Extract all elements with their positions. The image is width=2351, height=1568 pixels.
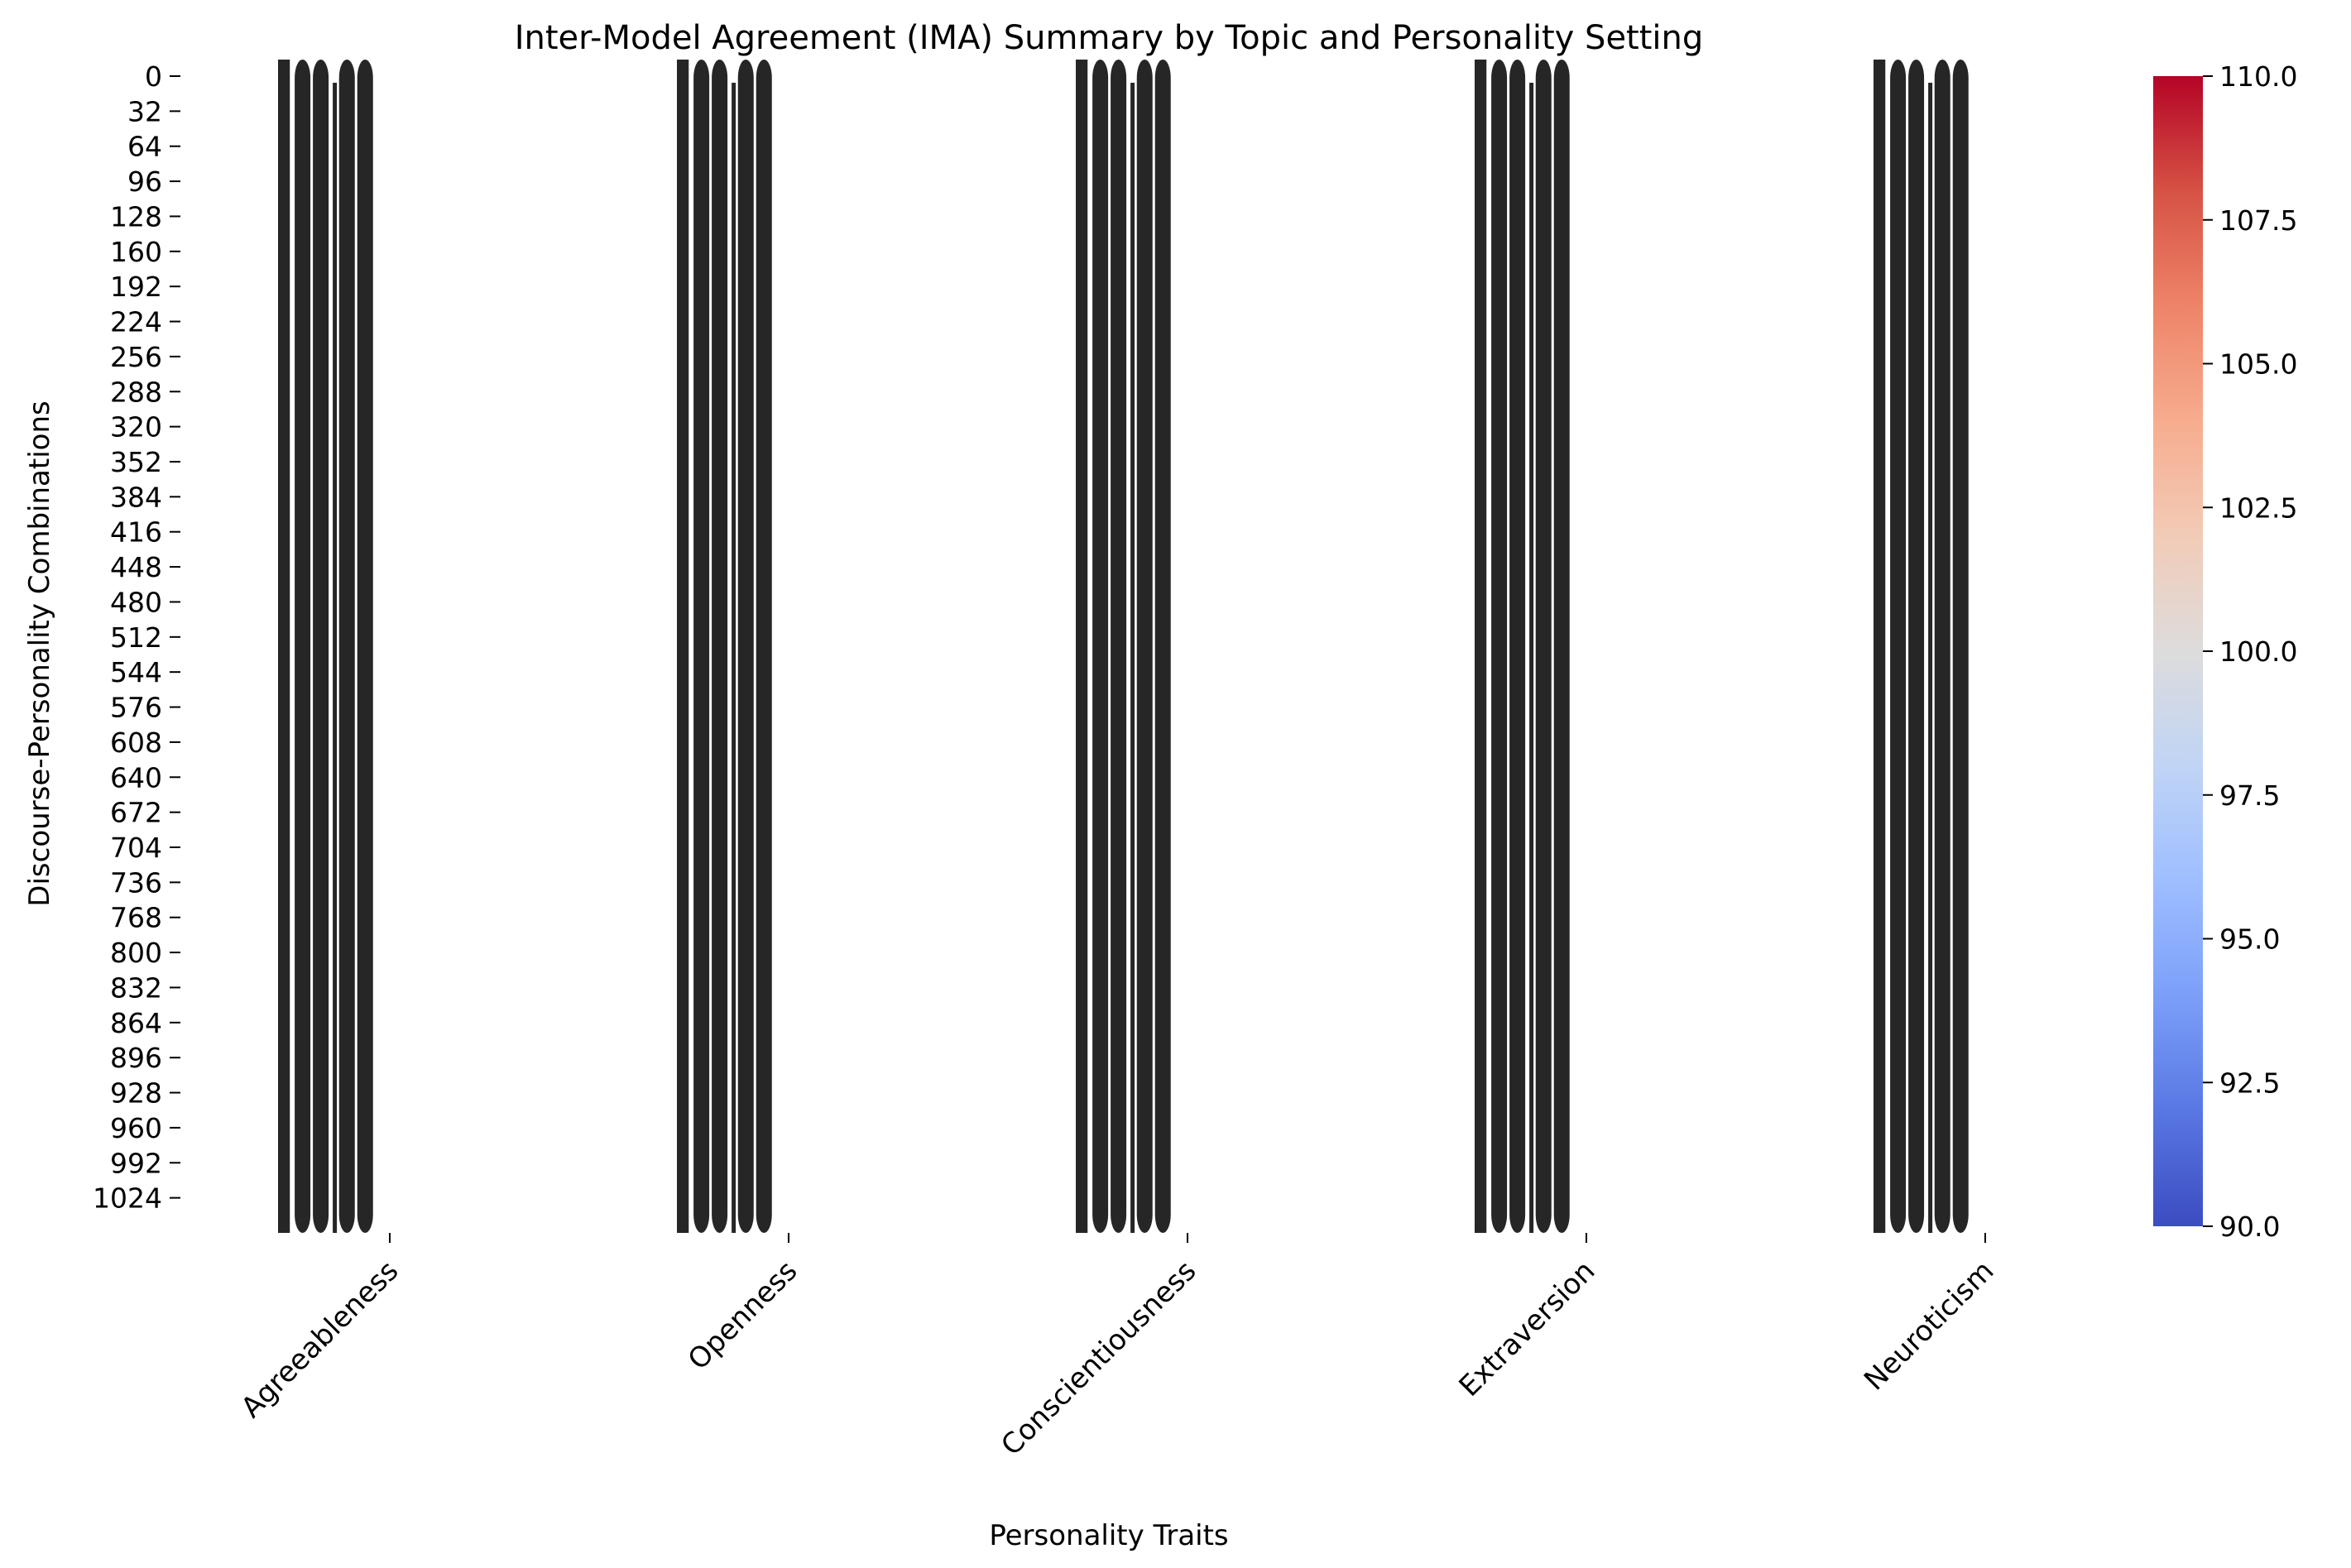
y-tick-label: 544 bbox=[110, 656, 162, 688]
annotation-glyph-one-flag bbox=[1076, 60, 1084, 84]
annotation-glyph-zero bbox=[1890, 60, 1907, 1233]
y-tick-label: 704 bbox=[110, 832, 162, 864]
y-axis-label: Discourse-Personality Combinations bbox=[23, 400, 56, 907]
y-tick-label: 352 bbox=[110, 446, 162, 478]
annotation-glyph-zero bbox=[756, 60, 772, 1233]
y-tick-label: 224 bbox=[110, 306, 162, 338]
x-tick-label-extraversion: Extraversion bbox=[1453, 1254, 1602, 1403]
colorbar-tick-label: 97.5 bbox=[2219, 779, 2280, 812]
y-tick-label: 800 bbox=[110, 937, 162, 969]
y-tick-label: 1024 bbox=[93, 1182, 162, 1215]
y-tick-label: 0 bbox=[145, 60, 162, 93]
annotation-glyph-zero bbox=[1154, 60, 1171, 1233]
annotation-glyph-one-flag bbox=[278, 60, 286, 84]
colorbar-tick-label: 107.5 bbox=[2219, 204, 2297, 237]
y-tick-label: 992 bbox=[110, 1147, 162, 1179]
annotation-glyph-dot bbox=[732, 83, 736, 1233]
annotation-glyph-dot bbox=[1529, 83, 1534, 1233]
annotation-glyph-zero bbox=[1908, 60, 1925, 1233]
y-tick-label: 320 bbox=[110, 411, 162, 444]
y-tick-label: 288 bbox=[110, 376, 162, 408]
cell-annotation-conscientiousness bbox=[1076, 60, 1171, 1233]
annotation-glyph-zero bbox=[1509, 60, 1526, 1233]
annotation-glyph-zero bbox=[1092, 60, 1109, 1233]
annotation-glyph-dot bbox=[1928, 83, 1933, 1233]
y-tick-label: 640 bbox=[110, 761, 162, 794]
y-tick-label: 96 bbox=[127, 165, 162, 198]
y-tick-label: 480 bbox=[110, 586, 162, 618]
colorbar-tick-label: 102.5 bbox=[2219, 491, 2297, 524]
annotation-glyph-zero bbox=[712, 60, 728, 1233]
y-tick-label: 864 bbox=[110, 1007, 162, 1039]
y-tick-label: 832 bbox=[110, 971, 162, 1004]
y-tick-label: 512 bbox=[110, 621, 162, 654]
colorbar-tick-label: 110.0 bbox=[2219, 60, 2297, 93]
annotation-glyph-zero bbox=[313, 60, 329, 1233]
colorbar-tick-label: 92.5 bbox=[2219, 1067, 2280, 1099]
annotation-glyph-zero bbox=[295, 60, 311, 1233]
annotation-glyph-one bbox=[677, 60, 689, 1233]
annotation-glyph-dot bbox=[333, 83, 338, 1233]
cell-annotation-openness bbox=[677, 60, 772, 1233]
x-tick-label-neuroticism: Neuroticism bbox=[1858, 1254, 2000, 1397]
y-tick-label: 928 bbox=[110, 1077, 162, 1110]
annotation-glyph-zero bbox=[693, 60, 710, 1233]
y-tick-label: 256 bbox=[110, 341, 162, 373]
cell-annotation-agreeableness bbox=[278, 60, 373, 1233]
y-tick-label: 128 bbox=[110, 200, 162, 233]
x-axis-label: Personality Traits bbox=[989, 1519, 1229, 1552]
annotation-glyph-zero bbox=[1136, 60, 1153, 1233]
annotation-glyph-one bbox=[278, 60, 290, 1233]
y-tick-label: 960 bbox=[110, 1112, 162, 1144]
y-tick-label: 576 bbox=[110, 692, 162, 724]
annotation-glyph-one-flag bbox=[1874, 60, 1882, 84]
y-tick-label: 896 bbox=[110, 1042, 162, 1074]
y-tick-label: 736 bbox=[110, 866, 162, 899]
y-tick-label: 416 bbox=[110, 516, 162, 549]
colorbar-tick-label: 100.0 bbox=[2219, 635, 2297, 668]
annotation-glyph-zero bbox=[1111, 60, 1127, 1233]
annotation-glyph-zero bbox=[1934, 60, 1950, 1233]
x-tick-label-agreeableness: Agreeableness bbox=[235, 1254, 405, 1424]
colorbar-tick-label: 90.0 bbox=[2219, 1211, 2280, 1243]
annotation-glyph-zero bbox=[1952, 60, 1969, 1233]
annotation-glyph-zero bbox=[1535, 60, 1552, 1233]
annotation-glyph-one-flag bbox=[1475, 60, 1483, 84]
annotation-glyph-one bbox=[1874, 60, 1886, 1233]
annotation-glyph-dot bbox=[1130, 83, 1135, 1233]
y-tick-label: 768 bbox=[110, 902, 162, 934]
y-tick-label: 448 bbox=[110, 551, 162, 583]
x-tick-label-conscientiousness: Conscientiousness bbox=[995, 1254, 1202, 1462]
heatmap-cell-conscientiousness bbox=[988, 76, 1387, 1233]
y-tick-label: 608 bbox=[110, 726, 162, 759]
heatmap-cell-extraversion bbox=[1387, 76, 1786, 1233]
annotation-glyph-one-flag bbox=[677, 60, 685, 84]
y-tick-label: 32 bbox=[127, 95, 162, 127]
annotation-glyph-zero bbox=[357, 60, 373, 1233]
annotation-glyph-zero bbox=[1491, 60, 1508, 1233]
annotation-glyph-one bbox=[1475, 60, 1487, 1233]
cell-annotation-neuroticism bbox=[1874, 60, 1969, 1233]
y-tick-label: 192 bbox=[110, 271, 162, 303]
heatmap-cell-agreeableness bbox=[190, 76, 589, 1233]
cell-annotation-extraversion bbox=[1475, 60, 1570, 1233]
heatmap-cell-neuroticism bbox=[1786, 76, 2185, 1233]
annotation-glyph-zero bbox=[1553, 60, 1570, 1233]
x-tick-label-openness: Openness bbox=[682, 1254, 804, 1377]
colorbar bbox=[2153, 76, 2203, 1226]
heatmap-cell-openness bbox=[589, 76, 988, 1233]
colorbar-tick-label: 105.0 bbox=[2219, 348, 2297, 381]
chart-title: Inter-Model Agreement (IMA) Summary by T… bbox=[514, 19, 1704, 57]
annotation-glyph-zero bbox=[737, 60, 754, 1233]
annotation-glyph-zero bbox=[338, 60, 355, 1233]
y-tick-label: 672 bbox=[110, 797, 162, 829]
annotation-glyph-one bbox=[1076, 60, 1088, 1233]
y-tick-label: 384 bbox=[110, 481, 162, 513]
y-tick-label: 160 bbox=[110, 236, 162, 268]
colorbar-tick-label: 95.0 bbox=[2219, 923, 2280, 956]
y-tick-label: 64 bbox=[127, 131, 162, 163]
